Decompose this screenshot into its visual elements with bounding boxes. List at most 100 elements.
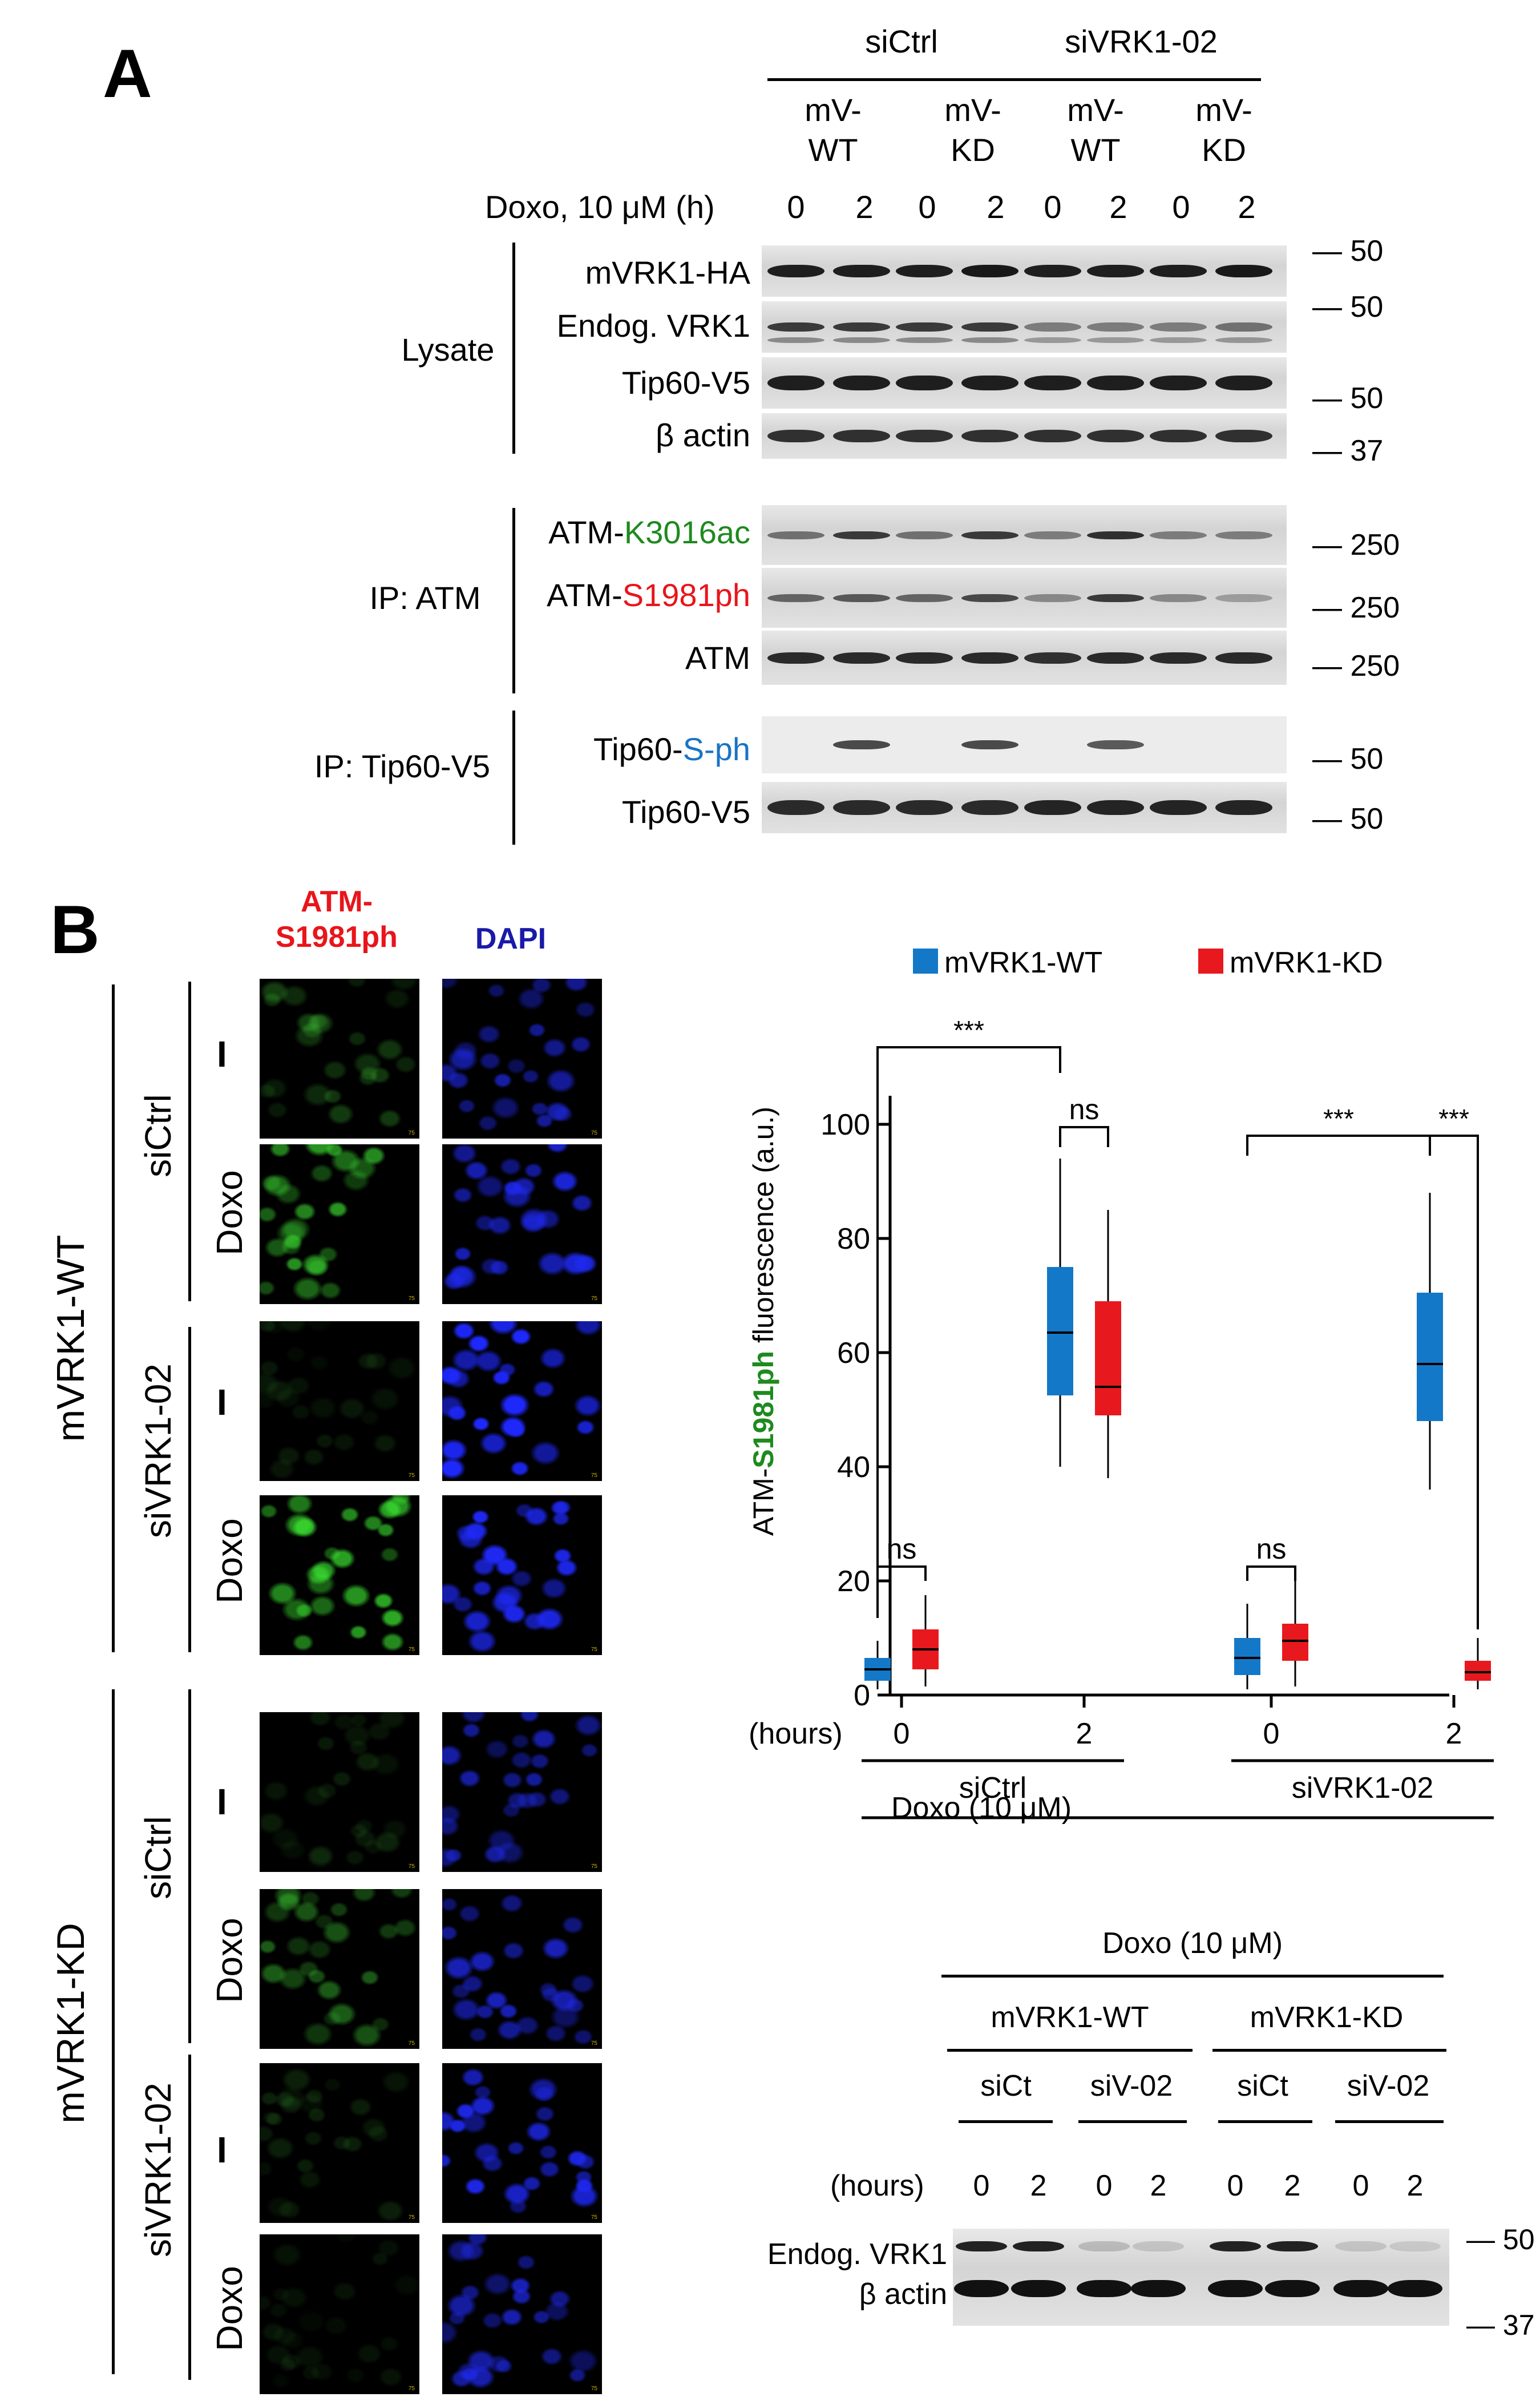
timepoint: 0 (918, 189, 936, 225)
blot-band (767, 652, 824, 664)
row-label-atm-s1981ph: ATM-S1981ph (547, 577, 750, 613)
sub-header-1b: WT (808, 132, 858, 168)
blot-c (953, 2229, 1449, 2326)
sig5-bracket (1246, 1135, 1431, 1156)
x-tick-label: 2 (1446, 1717, 1462, 1750)
group-kd-line-c (1212, 2049, 1446, 2052)
row-label-tip60-v5: Tip60-V5 (621, 365, 750, 401)
blot-band (896, 376, 953, 390)
col-header-s1981ph: S1981ph (276, 921, 398, 954)
blot-band (1335, 2241, 1387, 2251)
sub-line-c (1078, 2120, 1187, 2123)
mw-marker-c: — 37 (1466, 2309, 1535, 2341)
sig3-label: ns (887, 1533, 917, 1565)
sig4-bracket (1246, 1565, 1296, 1581)
x-tick-label: 0 (894, 1717, 910, 1750)
timepoint: 2 (1030, 2169, 1047, 2202)
scale-bar-text: 75 (408, 1296, 415, 1302)
blot-band (1150, 322, 1207, 332)
blot-band (1024, 376, 1081, 390)
scale-bar-text: 75 (591, 2386, 597, 2392)
scale-bar-text: 75 (408, 1647, 415, 1653)
micrograph-dapi: 75 (442, 1495, 602, 1655)
blot-band (1087, 337, 1144, 343)
group-sivrk-label: siVRK1-02 (1065, 23, 1218, 59)
blot-band (1150, 594, 1207, 602)
blot-band (767, 430, 824, 442)
group-sivrk-line (1033, 78, 1261, 81)
doxo-label-c: Doxo (10 μM) (1102, 1927, 1283, 1960)
blot-band (833, 594, 890, 602)
box (1095, 1301, 1121, 1415)
blot-band (896, 265, 953, 277)
treatment-doxo: Doxo (209, 1170, 250, 1256)
timepoint: 2 (1238, 189, 1256, 225)
blot-band (1210, 2241, 1261, 2251)
treatment-doxo: Doxo (209, 1918, 250, 2003)
micrograph-dapi: 75 (442, 1889, 602, 2049)
scale-bar-text: 75 (591, 1296, 597, 1302)
scale-bar-text: 75 (408, 1130, 415, 1136)
blot-band (1150, 337, 1207, 343)
blot-band (1131, 2280, 1186, 2297)
blot-tip60-v5 (762, 357, 1287, 409)
group-kd-c: mVRK1-KD (1250, 2001, 1404, 2034)
scale-bar-text: 75 (408, 1472, 415, 1479)
legend-label-kd: mVRK1-KD (1230, 946, 1383, 979)
blot-band (1215, 337, 1272, 343)
label-sictrl-kd: siCtrl (138, 1816, 179, 1899)
blot-band (1133, 2241, 1184, 2251)
blot-band (1024, 337, 1081, 343)
mw-marker: — 50 (1312, 802, 1384, 836)
blot-band (961, 740, 1018, 749)
legend-label-wt: mVRK1-WT (944, 946, 1102, 979)
blot-band (1087, 322, 1144, 332)
group-wt-line-c (947, 2049, 1193, 2052)
blot-tip60-s-ph (762, 716, 1287, 773)
blot-band (961, 337, 1018, 343)
blot-band (767, 265, 824, 277)
box (1047, 1267, 1073, 1395)
mw-marker: — 250 (1312, 591, 1400, 624)
blot-band (1024, 265, 1081, 277)
micrograph-dapi: 75 (442, 1144, 602, 1304)
label-mvrk1-kd: mVRK1-KD (49, 1923, 92, 2124)
blot-band (833, 531, 890, 539)
timepoint: 0 (787, 189, 805, 225)
y-tick-label: 20 (837, 1565, 870, 1598)
blot-band (896, 322, 953, 332)
sub-header-1a: mV- (805, 92, 862, 128)
blot-band (1024, 322, 1081, 332)
sub-line-c (1218, 2120, 1312, 2123)
group-wt-c: mVRK1-WT (991, 2001, 1149, 2034)
blot-band (1077, 2280, 1131, 2297)
treatment-minus: I (217, 1034, 227, 1075)
section-lysate-bracket (512, 243, 515, 454)
col-header-dapi: DAPI (475, 922, 547, 955)
treatment-minus: I (217, 1382, 227, 1423)
mw-marker: — 50 (1312, 382, 1384, 415)
blot-band (896, 594, 953, 602)
mw-marker-c: — 50 (1466, 2224, 1535, 2255)
scale-bar-text: 75 (408, 1863, 415, 1870)
sub-header-2b: KD (951, 132, 995, 168)
scale-bar-text: 75 (591, 2040, 597, 2047)
group-sictrl-line (767, 78, 1038, 81)
scale-bar-text: 75 (591, 1863, 597, 1870)
row-label-atm: ATM (685, 640, 750, 676)
blot-band (956, 2241, 1007, 2251)
micrograph-atm: 75 (260, 1144, 419, 1304)
blot-band (767, 322, 824, 332)
label-sictrl-wt: siCtrl (138, 1094, 179, 1177)
sub-header-3b: WT (1070, 132, 1121, 168)
row-label-tip60-v5-ip: Tip60-V5 (621, 794, 750, 830)
blot-atm-k3016ac (762, 505, 1287, 565)
blot-band (1333, 2280, 1388, 2297)
blot-band (1215, 594, 1272, 602)
blot-band (1215, 652, 1272, 664)
box (1234, 1638, 1260, 1675)
micrograph-atm: 75 (260, 1321, 419, 1481)
blot-band (896, 430, 953, 442)
blot-band (833, 376, 890, 390)
